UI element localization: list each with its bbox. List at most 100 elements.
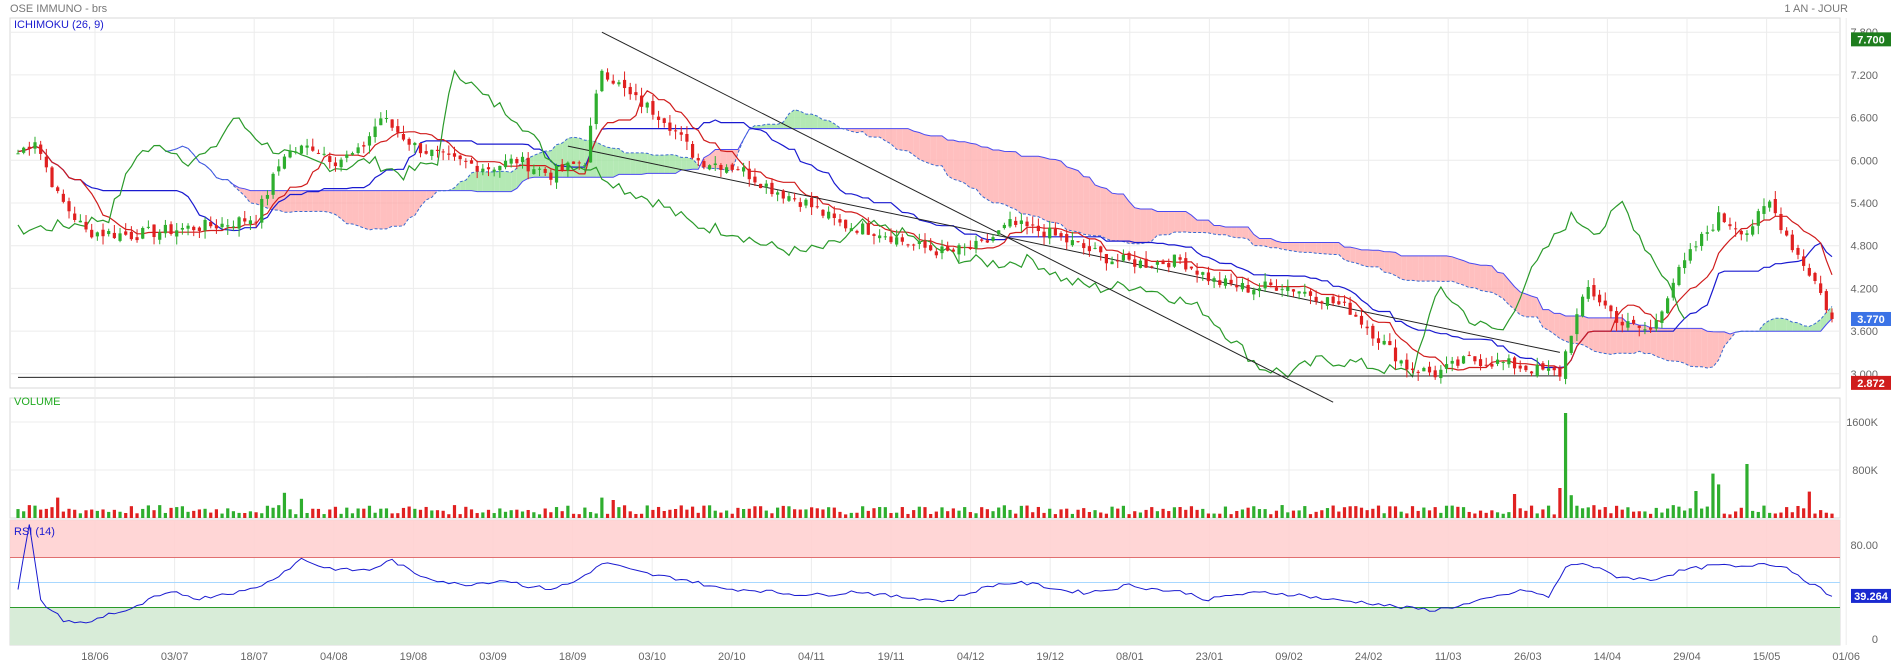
volume-bar <box>1388 506 1392 518</box>
volume-bar <box>260 513 264 518</box>
volume-bar <box>248 511 253 518</box>
volume-bar <box>1456 506 1460 518</box>
cloud-segment <box>1208 220 1215 235</box>
candle-body <box>1042 231 1046 237</box>
candle-body <box>152 224 156 238</box>
candle-body <box>384 118 389 120</box>
volume-bar <box>1280 505 1284 518</box>
volume-bar <box>1240 509 1245 518</box>
cloud-segment <box>1684 328 1691 367</box>
volume-bar <box>980 507 984 518</box>
candle-body <box>634 92 638 96</box>
cloud-segment <box>499 171 506 192</box>
candle-body <box>532 169 536 175</box>
cloud-segment <box>1633 323 1640 354</box>
candle-body <box>163 224 167 234</box>
volume-bar <box>350 513 355 518</box>
volume-bar <box>84 510 88 518</box>
volume-bar <box>793 509 797 518</box>
candle-body <box>974 240 978 249</box>
volume-bar <box>1133 511 1137 518</box>
candle-body <box>1252 289 1256 295</box>
cloud-segment <box>1038 156 1045 220</box>
candle-body <box>844 219 848 229</box>
cloud-segment <box>1508 280 1515 310</box>
candle-body <box>288 150 292 158</box>
x-tick-label: 14/04 <box>1594 651 1622 663</box>
volume-bar <box>1450 505 1454 518</box>
candle-body <box>509 158 513 164</box>
cloud-segment <box>1486 265 1492 293</box>
volume-bar <box>900 507 904 518</box>
cloud-segment <box>1112 193 1118 241</box>
volume-bar <box>362 508 366 518</box>
volume-bar <box>815 508 819 518</box>
cloud-segment <box>1497 272 1504 299</box>
cloud-segment <box>1820 312 1827 332</box>
candle-body <box>1535 364 1539 376</box>
cloud-segment <box>358 190 364 229</box>
cloud-segment <box>1055 159 1062 225</box>
volume-bar <box>537 514 542 518</box>
volume-bar <box>1768 512 1772 518</box>
candle-body <box>1093 247 1097 249</box>
x-tick-label: 19/08 <box>400 651 428 663</box>
volume-bar <box>1167 511 1171 518</box>
candle-body <box>605 72 610 80</box>
candle-body <box>577 162 581 164</box>
cloud-segment <box>244 188 251 203</box>
candle-body <box>316 152 321 154</box>
cloud-segment <box>454 181 461 191</box>
candle-body <box>1235 285 1239 288</box>
volume-bar <box>1218 513 1222 518</box>
candle-body <box>209 221 213 227</box>
cloud-segment <box>1707 331 1713 369</box>
volume-bar <box>124 513 128 518</box>
volume-bar <box>316 508 321 518</box>
candle-body <box>1138 260 1143 268</box>
cloud-segment <box>1225 227 1232 237</box>
volume-bar <box>1631 511 1636 518</box>
candle-body <box>1518 365 1522 369</box>
volume-bar <box>571 513 576 518</box>
candle-body <box>1745 233 1749 235</box>
candle-body <box>1586 286 1590 299</box>
volume-bar <box>1359 507 1364 518</box>
candle-body <box>1643 329 1647 331</box>
volume-bar <box>231 511 236 518</box>
x-tick-label: 04/08 <box>320 651 348 663</box>
volume-bar <box>1637 511 1641 518</box>
volume-bar <box>1597 509 1602 518</box>
volume-bar <box>1478 510 1483 518</box>
volume-bar <box>1580 508 1585 518</box>
cloud-segment <box>1146 208 1152 243</box>
volume-bar <box>1399 511 1403 518</box>
volume-bar <box>95 510 99 518</box>
cloud-segment <box>369 190 376 230</box>
candle-body <box>396 126 400 133</box>
volume-bar <box>311 508 315 518</box>
volume-bar <box>1688 508 1692 518</box>
volume-bar <box>418 509 423 518</box>
period-label[interactable]: 1 AN - JOUR <box>1784 3 1848 15</box>
volume-bar <box>447 514 451 518</box>
cloud-segment <box>1231 227 1237 238</box>
candle-body <box>16 153 20 155</box>
candle-body <box>759 183 763 189</box>
volume-bar <box>192 510 196 518</box>
cloud-segment <box>1117 193 1124 242</box>
candle-body <box>1524 365 1528 371</box>
volume-bar <box>146 505 150 518</box>
volume-bar <box>1235 510 1239 518</box>
cloud-segment <box>1015 151 1022 215</box>
candle-body <box>1427 366 1432 373</box>
volume-bars <box>16 413 1834 518</box>
volume-bar <box>107 511 111 518</box>
candle-body <box>1002 224 1006 229</box>
cloud-segment <box>1355 248 1362 265</box>
cloud-segment <box>1304 242 1311 253</box>
volume-bar <box>781 505 785 518</box>
candle-body <box>827 211 831 219</box>
volume-bar <box>407 506 411 518</box>
